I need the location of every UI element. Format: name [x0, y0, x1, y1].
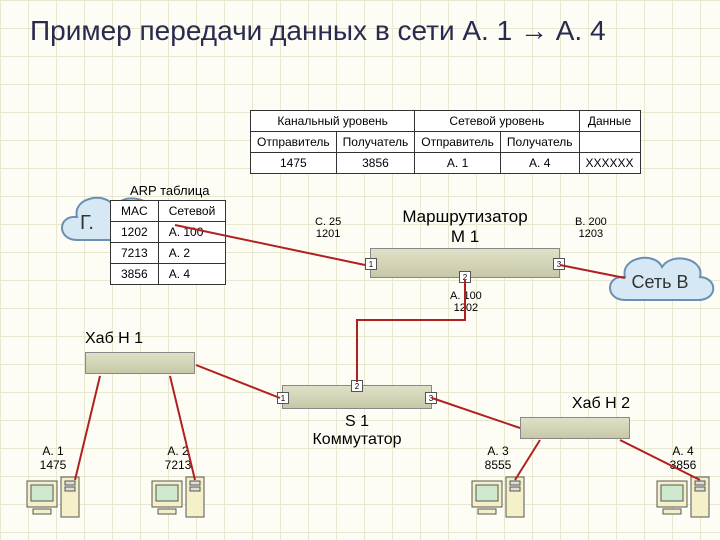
hub1-label: Хаб Н 1	[85, 330, 195, 348]
val-net-sender: А. 1	[415, 153, 501, 174]
col-net-receiver: Получатель	[500, 132, 579, 153]
arp-col-mac: MAC	[111, 201, 159, 222]
val-net-receiver: А. 4	[500, 153, 579, 174]
computer-icon	[655, 475, 711, 525]
hub-2: Хаб Н 2	[520, 395, 630, 439]
switch-port-2: 2	[351, 380, 363, 392]
hub2-box	[520, 417, 630, 439]
arp-table-title: ARP таблица	[130, 183, 210, 198]
switch-id: S 1	[282, 413, 432, 431]
switch-port-1: 1	[277, 392, 289, 404]
router-port-2: 2	[459, 271, 471, 283]
port-mac: 1202	[454, 302, 478, 314]
pc-mac: 1475	[25, 459, 81, 473]
port-mac: 1201	[316, 228, 340, 240]
arp-cell: А. 4	[158, 264, 226, 285]
hub-1: Хаб Н 1	[85, 330, 195, 374]
arp-cell: 1202	[111, 222, 159, 243]
switch: 1 2 3 S 1 Коммутатор	[282, 385, 432, 450]
col-net-level: Сетевой уровень	[415, 111, 579, 132]
computer-icon	[25, 475, 81, 525]
packet-header-table: Канальный уровень Сетевой уровень Данные…	[250, 110, 641, 174]
router-box: 1 2 3	[370, 248, 560, 278]
router-id: М 1	[370, 227, 560, 247]
col-link-sender: Отправитель	[251, 132, 337, 153]
col-link-level: Канальный уровень	[251, 111, 415, 132]
router-port1-label: С. 25 1201	[315, 216, 341, 240]
pc-a4: А. 4 3856	[655, 445, 711, 525]
arp-cell: А. 100	[158, 222, 226, 243]
port-addr: А. 100	[450, 290, 482, 302]
pc-addr: А. 3	[470, 445, 526, 459]
router-port-3: 3	[553, 258, 565, 270]
arp-col-net: Сетевой	[158, 201, 226, 222]
arp-cell: 3856	[111, 264, 159, 285]
col-link-receiver: Получатель	[336, 132, 415, 153]
pc-addr: А. 1	[25, 445, 81, 459]
cloud-b-label: Сеть В	[631, 272, 688, 293]
pc-a1: А. 1 1475	[25, 445, 81, 525]
port-addr: С. 25	[315, 216, 341, 228]
col-data: Данные	[579, 111, 640, 132]
switch-port-3: 3	[425, 392, 437, 404]
port-addr: В. 200	[575, 216, 607, 228]
router-port3-label: В. 200 1203	[575, 216, 607, 240]
switch-box: 1 2 3	[282, 385, 432, 409]
pc-mac: 7213	[150, 459, 206, 473]
pc-mac: 3856	[655, 459, 711, 473]
computer-icon	[150, 475, 206, 525]
port-mac: 1203	[579, 228, 603, 240]
pc-a2: А. 2 7213	[150, 445, 206, 525]
router-name: Маршрутизатор	[370, 207, 560, 227]
router: Маршрутизатор М 1 1 2 3	[370, 207, 560, 278]
pc-addr: А. 4	[655, 445, 711, 459]
col-net-sender: Отправитель	[415, 132, 501, 153]
hub1-box	[85, 352, 195, 374]
hub2-label: Хаб Н 2	[520, 395, 630, 413]
val-link-sender: 1475	[251, 153, 337, 174]
pc-a3: А. 3 8555	[470, 445, 526, 525]
val-link-receiver: 3856	[336, 153, 415, 174]
router-port2-label: А. 100 1202	[450, 290, 482, 314]
router-port-1: 1	[365, 258, 377, 270]
cloud-b: Сеть В	[600, 245, 720, 320]
arp-cell: 7213	[111, 243, 159, 264]
label-g: Г.	[80, 212, 94, 235]
slide-title: Пример передачи данных в сети А. 1 → А. …	[30, 15, 606, 47]
val-data: XXXXXX	[579, 153, 640, 174]
switch-name: Коммутатор	[282, 431, 432, 449]
pc-addr: А. 2	[150, 445, 206, 459]
computer-icon	[470, 475, 526, 525]
arp-cell: А. 2	[158, 243, 226, 264]
arp-table: MAC Сетевой 1202А. 100 7213А. 2 3856А. 4	[110, 200, 226, 285]
pc-mac: 8555	[470, 459, 526, 473]
